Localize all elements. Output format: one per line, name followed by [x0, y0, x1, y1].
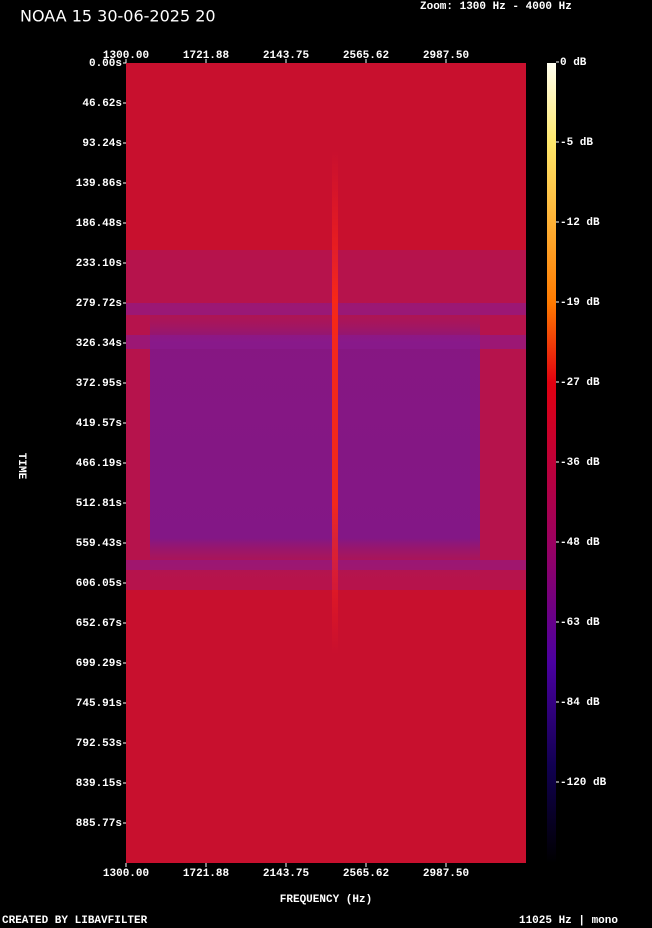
y-tick-label: 559.43s	[76, 538, 122, 550]
spectrogram-stripe	[126, 303, 526, 315]
x-tick-label: 1300.00	[103, 50, 149, 62]
footer-right: 11025 Hz | mono	[519, 915, 618, 927]
y-tick-label: 699.29s	[76, 658, 122, 670]
colorbar-tick-label: -27 dB	[560, 377, 600, 389]
y-tick-label: 652.67s	[76, 618, 122, 630]
spectrogram	[126, 63, 526, 863]
zoom-label: Zoom: 1300 Hz - 4000 Hz	[420, 1, 572, 13]
colorbar	[547, 63, 556, 863]
y-tick-label: 839.15s	[76, 778, 122, 790]
spectrogram-stripe	[126, 560, 526, 570]
x-tick-label: 2987.50	[423, 868, 469, 880]
y-tick-label: 139.86s	[76, 178, 122, 190]
y-axis-label: TIME	[15, 453, 27, 480]
x-tick-label: 1721.88	[183, 868, 230, 880]
colorbar-tick-label: -120 dB	[560, 777, 607, 789]
y-tick-label: 512.81s	[76, 498, 122, 510]
x-tick-label: 2143.75	[263, 868, 310, 880]
x-tick-label: 2987.50	[423, 50, 469, 62]
footer-left: CREATED BY LIBAVFILTER	[2, 915, 148, 927]
colorbar-tick-label: -63 dB	[560, 617, 600, 629]
y-tick-label: 419.57s	[76, 418, 122, 430]
colorbar-tick-label: -12 dB	[560, 217, 600, 229]
y-tick-label: 46.62s	[82, 98, 122, 110]
y-tick-label: 233.10s	[76, 258, 122, 270]
y-tick-label: 466.19s	[76, 458, 122, 470]
y-tick-label: 745.91s	[76, 698, 122, 710]
x-tick-label: 2565.62	[343, 50, 389, 62]
y-tick-label: 186.48s	[76, 218, 122, 230]
y-tick-label: 326.34s	[76, 338, 122, 350]
colorbar-tick-label: 0 dB	[560, 57, 587, 69]
spectrogram-stripe	[126, 335, 526, 349]
y-tick-label: 93.24s	[82, 138, 122, 150]
x-axis-label: FREQUENCY (Hz)	[280, 894, 372, 906]
colorbar-tick-label: -84 dB	[560, 697, 600, 709]
title: NOAA 15 30-06-2025 20	[20, 7, 216, 26]
x-tick-label: 2565.62	[343, 868, 389, 880]
y-tick-label: 885.77s	[76, 818, 122, 830]
colorbar-tick-label: -19 dB	[560, 297, 600, 309]
y-tick-label: 0.00s	[89, 58, 122, 70]
carrier-line	[332, 150, 338, 655]
y-tick-label: 792.53s	[76, 738, 122, 750]
y-tick-label: 606.05s	[76, 578, 122, 590]
x-tick-label: 1300.00	[103, 868, 149, 880]
x-tick-label: 1721.88	[183, 50, 230, 62]
colorbar-tick-label: -48 dB	[560, 537, 600, 549]
y-tick-label: 372.95s	[76, 378, 122, 390]
x-tick-label: 2143.75	[263, 50, 310, 62]
colorbar-tick-label: -5 dB	[560, 137, 593, 149]
y-tick-label: 279.72s	[76, 298, 122, 310]
colorbar-tick-label: -36 dB	[560, 457, 600, 469]
